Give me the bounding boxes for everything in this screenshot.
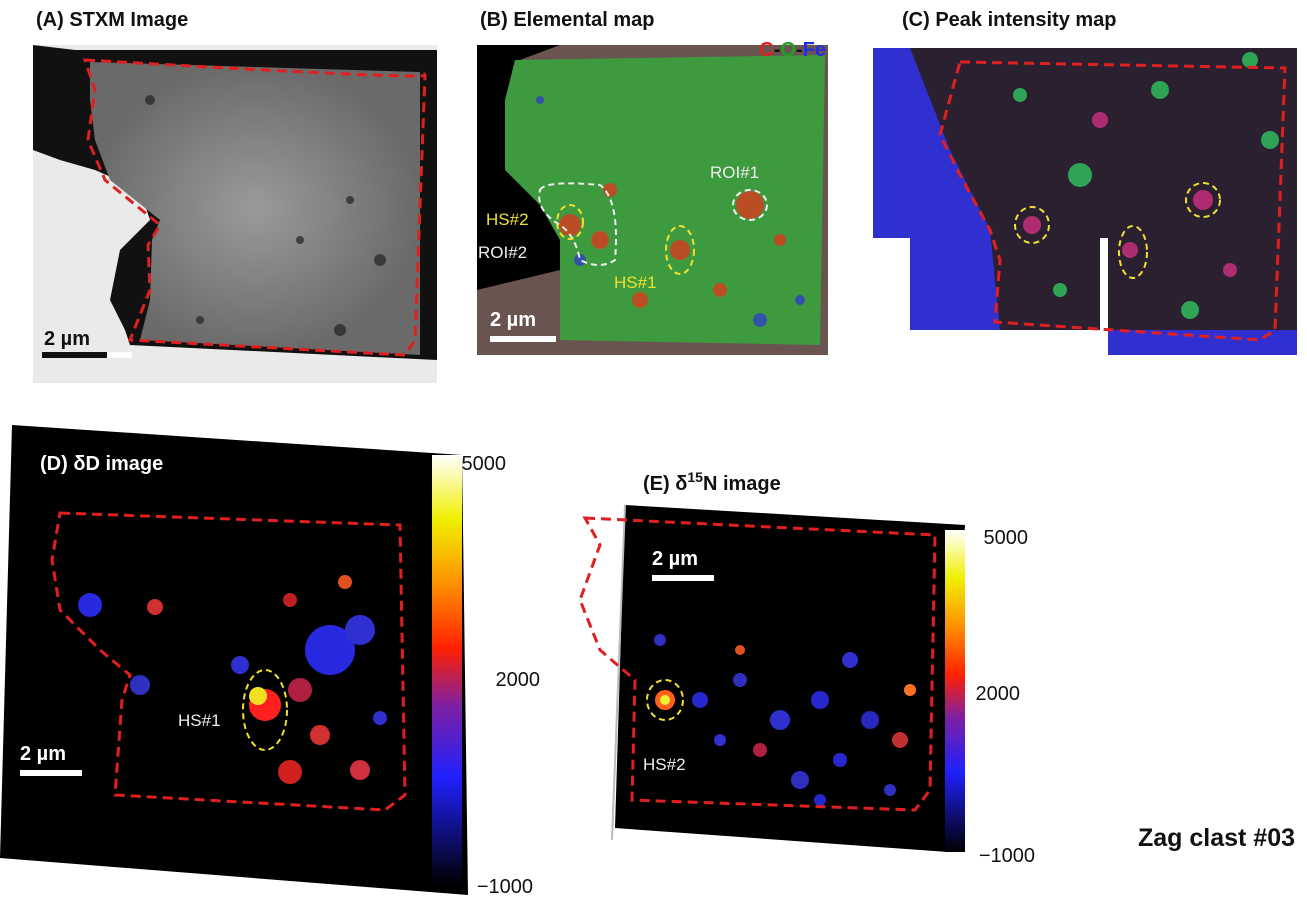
legend-o: O <box>780 39 796 61</box>
scale-label: 2 µm <box>652 548 698 570</box>
legend-fe: Fe <box>803 39 826 61</box>
roi-label: ROI#1 <box>710 163 759 182</box>
scale-bar <box>42 352 107 358</box>
panel-title: (C) Peak intensity map <box>902 9 1117 31</box>
colorbar-label: −1000 <box>477 876 533 898</box>
panel-b: (B) Elemental map C-O-Fe ROI#1 HS#2 ROI#… <box>477 9 828 355</box>
figure: (A) STXM Image 2 µm (B) Elemental map C-… <box>0 0 1307 902</box>
colorbar-label: 2000 <box>976 683 1021 705</box>
scale-bar <box>652 575 714 581</box>
legend-sep: - <box>774 39 781 61</box>
panel-title: (E) δ15N image <box>643 469 781 495</box>
colorbar-label: 2000 <box>496 669 541 691</box>
title-part: (E) δ <box>643 473 687 495</box>
scale-label: 2 µm <box>490 309 536 331</box>
panel-a: (A) STXM Image 2 µm <box>33 9 437 383</box>
title-part: N image <box>703 473 781 495</box>
scale-bar <box>490 336 556 342</box>
panel-e: (E) δ15N image HS#2 2 µm 5000 2000 −1000 <box>580 469 1035 867</box>
panel-title: (D) δD image <box>40 453 163 475</box>
title-sup: 15 <box>687 469 703 485</box>
scale-label: 2 µm <box>44 328 90 350</box>
colorbar <box>432 455 462 885</box>
colorbar-label: −1000 <box>979 845 1035 867</box>
legend-c: C <box>759 39 773 61</box>
hs-label: HS#1 <box>178 711 221 730</box>
roi-label: ROI#2 <box>478 243 527 262</box>
caption: Zag clast #03 <box>1138 824 1295 852</box>
hs-label: HS#2 <box>643 755 686 774</box>
colorbar-label: 5000 <box>462 453 507 475</box>
panel-title: (B) Elemental map <box>480 9 654 31</box>
scale-bar <box>20 770 82 776</box>
panel-d: (D) δD image HS#1 2 µm 5000 2000 −1000 <box>0 425 540 898</box>
colorbar-label: 5000 <box>984 527 1029 549</box>
legend-sep: - <box>796 39 803 61</box>
hs-label: HS#1 <box>614 273 657 292</box>
scale-label: 2 µm <box>20 743 66 765</box>
panel-c: (C) Peak intensity map <box>873 9 1297 355</box>
legend: C-O-Fe <box>759 39 826 61</box>
colorbar <box>945 530 965 852</box>
panel-title: (A) STXM Image <box>36 9 188 31</box>
hs-label: HS#2 <box>486 210 529 229</box>
